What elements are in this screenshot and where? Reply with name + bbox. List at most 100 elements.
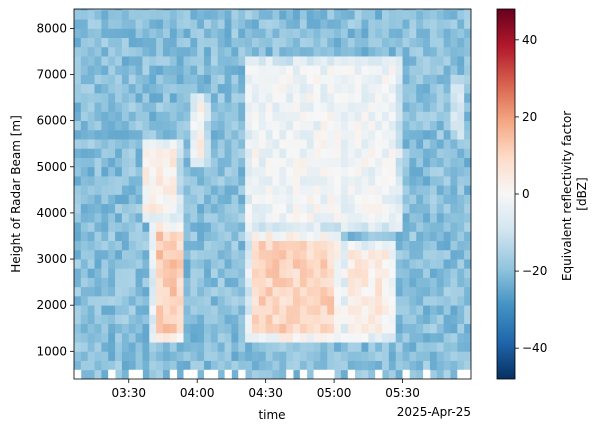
heatmap-cell [121,185,130,195]
heatmap-cell [293,92,301,103]
heatmap-cell [169,332,178,343]
heatmap-cell [327,19,335,29]
heatmap-cell [217,314,225,325]
heatmap-cell [80,166,89,177]
heatmap-cell [457,240,465,251]
heatmap-cell [74,342,82,352]
heatmap-cell [265,83,273,94]
heatmap-cell [354,120,362,131]
heatmap-cell [183,120,191,131]
heatmap-cell [409,305,417,315]
heatmap-cell [238,139,246,149]
heatmap-cell [74,102,82,112]
heatmap-cell [368,46,376,57]
heatmap-cell [375,92,383,103]
heatmap-cell [87,28,95,39]
heatmap-cell [115,92,123,103]
heatmap-cell [368,111,376,122]
heatmap-cell [464,360,471,371]
heatmap-cell [108,259,116,269]
heatmap-cell [334,129,342,140]
heatmap-cell [162,120,171,131]
heatmap-gap [299,369,308,379]
heatmap-cell [293,305,301,315]
heatmap-cell [87,277,95,288]
heatmap-cell [299,37,308,48]
heatmap-gap [286,369,294,379]
heatmap-cell [224,212,232,223]
heatmap-cell [416,203,424,214]
heatmap-cell [74,9,82,11]
heatmap-cell [320,286,328,297]
heatmap-cell [258,139,267,149]
heatmap-cell [169,148,178,158]
heatmap-cell [121,222,130,232]
heatmap-cell [176,203,184,214]
heatmap-cell [231,286,239,297]
heatmap-cell [395,222,403,232]
heatmap-cell [94,286,102,297]
heatmap-cell [162,157,171,168]
heatmap-cell [183,268,191,278]
heatmap-cell [156,268,164,278]
heatmap-cell [354,286,362,297]
heatmap-cell [197,212,205,223]
heatmap-cell [340,212,349,223]
heatmap-cell [224,139,232,149]
heatmap-cell [156,139,164,149]
heatmap-cell [245,231,253,241]
heatmap-cell [265,342,273,352]
heatmap-cell [340,111,349,122]
heatmap-cell [251,222,260,232]
heatmap-cell [286,46,294,57]
heatmap-cell [176,323,184,334]
heatmap-cell [183,305,191,315]
heatmap-cell [443,120,451,131]
heatmap-cell [286,342,294,352]
heatmap-cell [354,240,362,251]
heatmap-cell [382,351,390,361]
heatmap-cell [368,231,376,241]
heatmap-cell [375,277,383,288]
heatmap-cell [368,342,376,352]
heatmap-cell [238,231,246,241]
heatmap-cell [149,74,157,85]
heatmap-cell [347,28,356,39]
heatmap-cell [258,65,267,75]
heatmap-cell [286,240,294,251]
heatmap-cell [128,259,136,269]
heatmap-cell [429,56,438,66]
heatmap-cell [347,129,356,140]
heatmap-cell [299,65,308,75]
heatmap-cell [135,295,143,306]
heatmap-cell [361,185,369,195]
heatmap-cell [313,157,321,168]
heatmap-gap [108,369,116,379]
heatmap-cell [265,249,273,260]
heatmap-cell [135,9,143,11]
heatmap-cell [429,102,438,112]
heatmap-cell [204,9,212,11]
heatmap-cell [416,259,424,269]
heatmap-cell [190,37,198,48]
heatmap-cell [190,46,198,57]
heatmap-cell [224,37,232,48]
heatmap-cell [313,342,321,352]
heatmap-cell [224,314,232,325]
heatmap-cell [224,259,232,269]
heatmap-cell [382,305,390,315]
heatmap-cell [231,92,239,103]
heatmap-cell [320,102,328,112]
y-axis-label: Height of Radar Beam [m] [9,115,23,273]
heatmap-cell [238,120,246,131]
heatmap-cell [429,9,438,20]
heatmap-cell [293,111,301,122]
heatmap-cell [108,46,116,57]
heatmap-cell [231,166,239,177]
heatmap-cell [217,74,225,85]
heatmap-cell [210,295,219,306]
heatmap-cell [135,74,143,85]
heatmap-cell [108,222,116,232]
heatmap-cell [395,323,403,334]
heatmap-cell [115,65,123,75]
